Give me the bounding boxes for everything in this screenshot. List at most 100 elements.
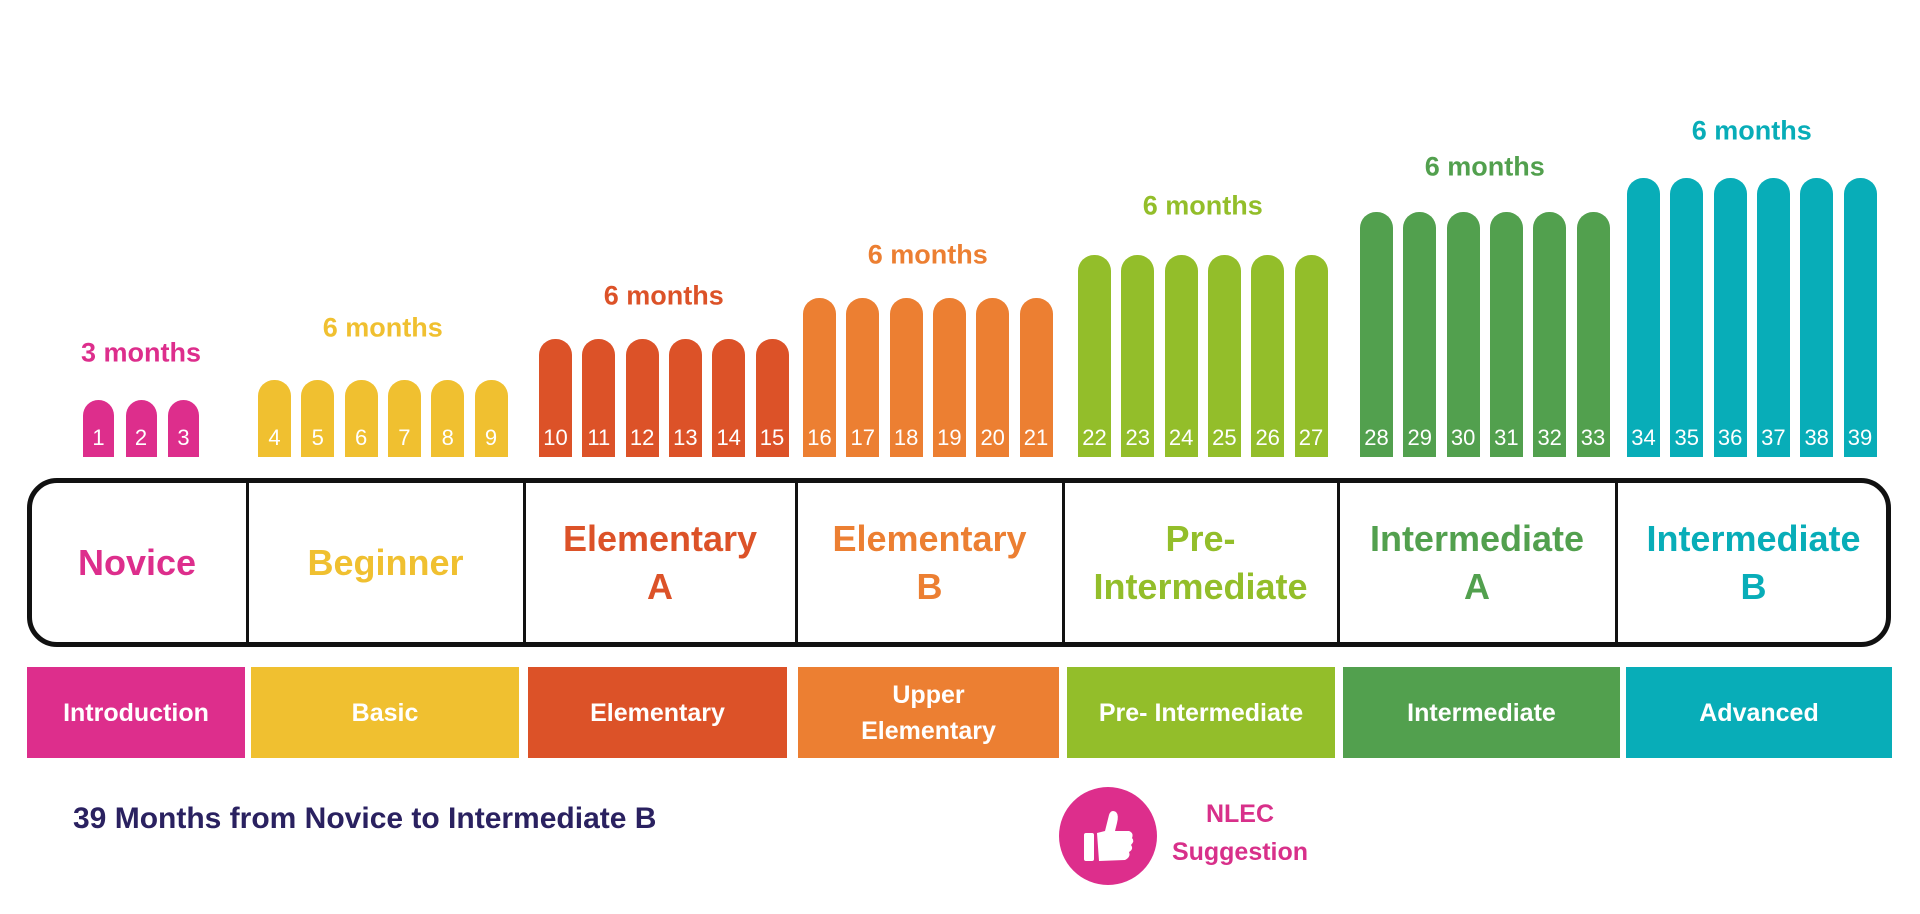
lesson-pillar: 29 (1403, 212, 1437, 457)
lesson-number: 29 (1407, 425, 1433, 450)
lesson-pillar: 3 (168, 400, 199, 457)
lesson-pillar: 10 (539, 339, 572, 457)
lesson-pillar: 38 (1800, 178, 1834, 457)
lesson-pillar: 7 (387, 380, 421, 457)
lesson-number: 33 (1580, 425, 1606, 450)
lesson-number: 21 (1023, 425, 1049, 450)
lesson-pillar: 31 (1489, 212, 1523, 457)
lesson-pillar: 34 (1627, 178, 1660, 457)
lesson-number: 31 (1494, 425, 1519, 450)
level-name: Pre- Intermediate (1093, 517, 1308, 607)
lesson-number: 35 (1674, 425, 1700, 450)
level-name: Intermediate A (1369, 517, 1585, 607)
lesson-pillar: 4 (258, 380, 291, 457)
lesson-number: 10 (543, 425, 568, 450)
level-name: Elementary A (562, 517, 758, 607)
stage-label: Intermediate (1343, 667, 1620, 758)
lesson-pillar: 12 (625, 339, 659, 457)
lesson-pillar: 11 (582, 339, 616, 457)
lesson-number: 18 (893, 425, 919, 450)
stage-label: Basic (251, 667, 519, 758)
lesson-number: 28 (1364, 425, 1389, 450)
lesson-pillar: 6 (344, 380, 378, 457)
lesson-number: 23 (1125, 425, 1151, 450)
lesson-number: 7 (398, 425, 411, 450)
lesson-pillar: 16 (803, 298, 836, 457)
lesson-pillar: 32 (1533, 212, 1567, 457)
lesson-pillar: 22 (1078, 255, 1111, 457)
lesson-number: 1 (92, 425, 105, 450)
lesson-pillar: 14 (712, 339, 746, 457)
lesson-pillar: 37 (1756, 178, 1790, 457)
duration-label: 3 months (80, 337, 201, 368)
lesson-number: 24 (1168, 425, 1194, 450)
stage-label: Upper Elementary (798, 667, 1059, 758)
duration-label: 6 months (1424, 151, 1545, 182)
lesson-pillar: 24 (1164, 255, 1198, 457)
lesson-number: 32 (1537, 425, 1562, 450)
lesson-number: 6 (354, 425, 368, 450)
duration-label: 6 months (603, 280, 724, 311)
stage-label: Elementary (528, 667, 787, 758)
level-name: Novice (77, 541, 197, 583)
lesson-pillar: 2 (125, 400, 157, 457)
lesson-number: 12 (629, 425, 655, 450)
lesson-number: 14 (716, 425, 741, 450)
level-table (27, 478, 1891, 647)
duration-label: 6 months (322, 312, 443, 343)
lesson-number: 22 (1082, 425, 1107, 450)
lesson-pillar: 19 (932, 298, 966, 457)
lesson-number: 13 (673, 425, 698, 450)
level-name: Intermediate B (1646, 517, 1861, 607)
level-divider (1062, 478, 1065, 647)
lesson-number: 16 (807, 425, 832, 450)
lesson-pillar: 1 (83, 400, 114, 457)
lesson-number: 38 (1804, 425, 1829, 450)
lesson-number: 3 (177, 425, 190, 450)
lesson-number: 5 (311, 425, 324, 450)
lesson-number: 36 (1717, 425, 1743, 450)
lesson-pillar: 28 (1360, 212, 1393, 457)
level-divider (795, 478, 798, 647)
lesson-number: 25 (1212, 425, 1237, 450)
nlec-suggestion-label: NLEC Suggestion (1171, 800, 1309, 866)
lesson-number: 8 (441, 425, 454, 450)
lesson-number: 20 (980, 425, 1005, 450)
lesson-pillar: 21 (1019, 298, 1053, 457)
summary-caption: 39 Months from Novice to Intermediate B (73, 802, 657, 835)
lesson-pillar: 13 (668, 339, 702, 457)
lesson-pillar: 18 (889, 298, 923, 457)
duration-label: 6 months (1691, 115, 1812, 146)
level-divider (246, 478, 249, 647)
duration-label: 6 months (867, 239, 988, 270)
lesson-pillar: 26 (1251, 255, 1285, 457)
lesson-pillar: 30 (1446, 212, 1480, 457)
lesson-pillar: 33 (1576, 212, 1610, 457)
lesson-pillar: 23 (1121, 255, 1155, 457)
lesson-pillar: 20 (976, 298, 1010, 457)
lesson-pillar: 25 (1207, 255, 1241, 457)
lesson-pillar: 39 (1843, 178, 1877, 457)
stage-label: Pre- Intermediate (1067, 667, 1335, 758)
lesson-number: 39 (1847, 425, 1873, 450)
lesson-number: 15 (759, 425, 785, 450)
lesson-number: 9 (484, 425, 498, 450)
stage-label: Advanced (1626, 667, 1892, 758)
lesson-pillar: 15 (755, 339, 789, 457)
lesson-number: 2 (134, 425, 148, 450)
lesson-pillar: 8 (431, 380, 465, 457)
lesson-number: 19 (937, 425, 962, 450)
lesson-number: 11 (587, 425, 611, 450)
level-divider (1615, 478, 1618, 647)
duration-label: 6 months (1142, 190, 1263, 221)
lesson-number: 30 (1450, 425, 1476, 450)
level-name: Elementary B (832, 517, 1027, 607)
lesson-pillar: 35 (1670, 178, 1704, 457)
stage-label: Introduction (27, 667, 245, 758)
level-divider (523, 478, 526, 647)
lesson-pillar: 5 (301, 380, 335, 457)
lesson-number: 37 (1761, 425, 1786, 450)
lesson-pillar: 36 (1713, 178, 1747, 457)
lesson-pillar: 17 (846, 298, 880, 457)
lesson-number: 26 (1255, 425, 1280, 450)
